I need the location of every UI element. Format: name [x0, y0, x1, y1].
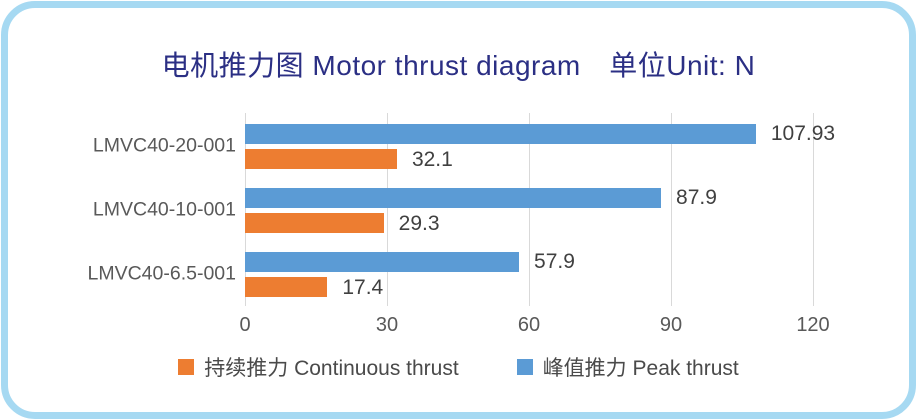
continuous-thrust-value-label: 17.4 [342, 276, 384, 299]
gridline [245, 113, 246, 306]
peak-thrust-bar [245, 252, 520, 272]
x-axis: 0 30 60 90 120 [239, 314, 829, 344]
x-axis-tick-label: 0 [239, 314, 251, 336]
bar-group: 107.93 32.1 [245, 114, 835, 178]
gridline [813, 113, 814, 306]
continuous-thrust-bar [245, 277, 328, 297]
peak-legend-swatch-icon [516, 359, 533, 375]
x-axis-tick-label: 30 [375, 314, 399, 336]
x-axis-tick-label: 90 [659, 314, 683, 336]
peak-thrust-value-label: 107.93 [770, 122, 836, 145]
continuous-thrust-value-label: 29.3 [398, 212, 440, 235]
peak-thrust-value-label: 57.9 [534, 250, 575, 273]
peak-thrust-bar [245, 188, 662, 208]
legend: 持续推力 Continuous thrust 峰值推力 Peak thrust [8, 352, 909, 382]
gridline [671, 113, 672, 306]
category-label: LMVC40-6.5-001 [87, 262, 237, 285]
legend-label: 峰值推力 Peak thrust [542, 357, 739, 380]
category-label: LMVC40-10-001 [92, 198, 236, 221]
continuous-thrust-value-label: 32.1 [411, 148, 453, 171]
bar-group: 57.9 17.4 [245, 242, 813, 306]
continuous-legend-swatch-icon [178, 359, 195, 375]
x-axis-tick-label: 120 [796, 314, 830, 336]
continuous-thrust-bar [245, 213, 384, 233]
category-label: LMVC40-20-001 [92, 134, 236, 157]
peak-thrust-bar [245, 124, 756, 144]
continuous-thrust-bar [245, 149, 397, 169]
gridline [529, 113, 530, 306]
peak-thrust-value-label: 87.9 [676, 186, 717, 209]
legend-item-continuous: 持续推力 Continuous thrust [178, 352, 459, 382]
legend-item-peak: 峰值推力 Peak thrust [516, 352, 739, 382]
x-axis-tick-label: 60 [517, 314, 541, 336]
chart-title: 电机推力图 Motor thrust diagram 单位Unit: N [161, 50, 756, 81]
gridline [387, 113, 388, 306]
bar-group: 87.9 29.3 [245, 178, 813, 242]
category-axis: LMVC40-20-001 LMVC40-10-001 LMVC40-6.5-001 [8, 113, 237, 306]
legend-label: 持续推力 Continuous thrust [204, 357, 459, 380]
plot-area: 107.93 32.1 87.9 29.3 57.9 17.4 [245, 113, 835, 306]
